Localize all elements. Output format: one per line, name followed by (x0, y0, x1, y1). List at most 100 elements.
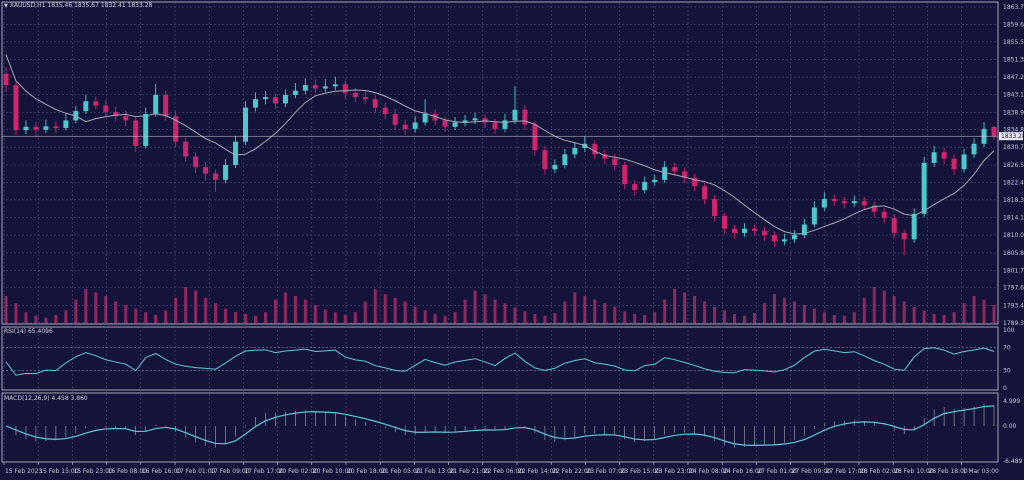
candle-body (123, 116, 129, 121)
volume-bar (293, 296, 297, 323)
candle-body (143, 114, 149, 146)
collapse-triangle-icon[interactable]: ▼ (4, 3, 8, 9)
candle-body (213, 173, 219, 180)
candle-body (602, 154, 608, 159)
volume-bar (583, 296, 587, 323)
candle (821, 192, 827, 211)
y-tick-label: 1818.30 (1003, 197, 1024, 204)
volume-bar (413, 306, 417, 323)
candle (911, 208, 917, 243)
y-tick-label: 1843.10 (1003, 91, 1024, 98)
x-tick-label: 23 Feb 07:00 (586, 468, 626, 475)
rsi-axis-label: 0 (1003, 385, 1007, 392)
candle (213, 169, 219, 192)
candle (462, 114, 468, 127)
candle (891, 214, 897, 239)
candle (742, 223, 748, 237)
x-tick-label: 23 Feb 15:00 (621, 468, 661, 475)
x-tick-label: 21 Feb 21:00 (450, 468, 490, 475)
candle (472, 112, 478, 125)
volume-bar (912, 306, 916, 323)
volume-bar (353, 312, 357, 323)
candle (123, 110, 129, 127)
volume-bar (144, 312, 148, 323)
volume-bar (493, 299, 497, 323)
candle (612, 153, 618, 171)
candle (642, 176, 648, 194)
candle-body (632, 184, 638, 191)
volume-bar (782, 297, 786, 323)
candle-body (801, 224, 807, 236)
x-tick-label: 16 Feb 16:00 (142, 468, 182, 475)
candle (662, 161, 668, 183)
candle-body (771, 235, 777, 242)
candle (13, 82, 19, 136)
candle-body (712, 198, 718, 216)
candle-body (203, 167, 209, 174)
volume-bar (593, 299, 597, 323)
candle-body (841, 201, 847, 204)
volume-bar (164, 310, 168, 323)
volume-bar (104, 296, 108, 323)
rsi-axis-label: 70 (1003, 344, 1011, 351)
candle (322, 79, 328, 93)
candle (761, 227, 767, 241)
candle-body (851, 201, 857, 204)
candle-body (901, 232, 907, 240)
candle (951, 154, 957, 175)
y-tick-label: 1838.90 (1003, 109, 1024, 116)
x-tick-label: 24 Feb 08:00 (689, 468, 729, 475)
volume-bar (423, 310, 427, 323)
candle-body (442, 120, 448, 127)
candle (53, 121, 59, 134)
volume-bar (852, 312, 856, 323)
candle (362, 91, 368, 105)
volume-bar (214, 303, 218, 323)
volume-bar (244, 314, 248, 323)
candle-body (33, 126, 39, 130)
candle (442, 116, 448, 132)
candle (63, 114, 69, 131)
volume-bar (792, 301, 796, 323)
ohlc-values: 1835.46 1835.67 1832.41 1833.28 (47, 2, 153, 9)
volume-bar (383, 294, 387, 323)
volume-bar (14, 303, 18, 323)
candle-body (412, 122, 418, 129)
macd-axis-label: 0.00 (1003, 423, 1017, 430)
volume-bar (623, 311, 627, 323)
y-tick-label: 1830.70 (1003, 144, 1024, 151)
candle (991, 126, 997, 140)
candle (452, 117, 458, 131)
candle (702, 182, 708, 205)
candle-body (243, 107, 249, 142)
rsi-line (5, 347, 995, 376)
candle-body (382, 107, 388, 115)
candle-body (702, 186, 708, 199)
candle (562, 148, 568, 169)
volume-bar (772, 294, 776, 323)
candle (931, 145, 937, 167)
symbol-label: XAUUSD,H1 (9, 2, 46, 9)
volume-bar (862, 297, 866, 323)
volume-bar (44, 317, 48, 323)
candle (173, 111, 179, 147)
volume-bar (433, 314, 437, 323)
x-tick-label: 28 Feb 18:00 (928, 468, 968, 475)
candle (592, 139, 598, 160)
candle-body (372, 99, 378, 108)
candle-body (672, 167, 678, 172)
x-tick-label: 20 Feb 10:00 (313, 468, 353, 475)
candle-body (492, 122, 498, 129)
candle (861, 196, 867, 211)
volume-bar (723, 310, 727, 323)
y-tick-label: 1805.80 (1003, 250, 1024, 257)
candle-body (432, 114, 438, 121)
y-tick-label: 1863.70 (1003, 4, 1024, 11)
y-tick-label: 1814.10 (1003, 215, 1024, 222)
candle-body (652, 179, 658, 182)
candle-body (193, 156, 199, 168)
candle (522, 105, 528, 131)
current-price-label: 1833.28 (1001, 133, 1024, 140)
volume-bar (892, 296, 896, 323)
